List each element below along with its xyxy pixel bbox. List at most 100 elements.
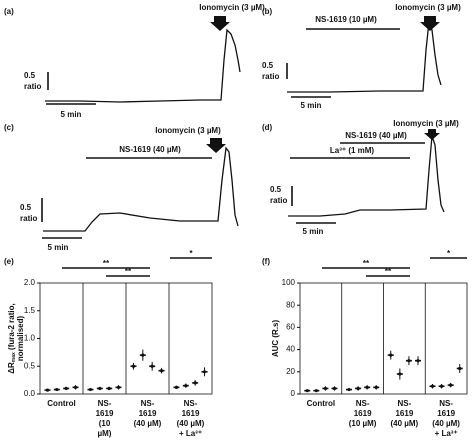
annotation: NS-1619 (10 µM) [315, 15, 377, 24]
x-tick-label: NS- [397, 399, 411, 408]
trace [288, 135, 445, 217]
mean-dot [407, 359, 411, 363]
y-label-text: AUC (R.s) [271, 320, 280, 358]
y-label-text: normalised) [16, 315, 25, 361]
y-tick-label: 80 [286, 300, 295, 309]
scale-label: 5 min [61, 110, 82, 119]
y-tick-label: 0.5 [24, 361, 36, 370]
scale-label: 5 min [303, 227, 324, 236]
panel-label: (c) [4, 123, 14, 132]
scale-label: 0.5 [262, 61, 274, 70]
x-tick-label: (10 µM) [349, 419, 377, 428]
x-tick-label: µM) [98, 429, 112, 438]
mean-dot [202, 370, 207, 374]
mean-dot [449, 383, 453, 387]
panel-label: (f) [262, 257, 270, 266]
x-tick-label: (40 µM) [432, 419, 460, 428]
x-tick-label: 1619 [139, 409, 157, 418]
mean-dot [174, 385, 179, 389]
y-tick-label: 2.0 [24, 278, 36, 287]
x-tick-label: (10 [99, 419, 111, 428]
y-tick-label: 20 [286, 367, 295, 376]
mean-dot [45, 388, 50, 392]
scale-label: 0.5 [20, 203, 32, 212]
annotation: La³⁺ (1 mM) [330, 146, 375, 155]
x-tick-label: NS- [356, 399, 370, 408]
arrow [210, 16, 230, 31]
scale-label: 5 min [301, 101, 322, 110]
mean-dot [141, 353, 145, 357]
x-tick-label: Control [47, 399, 75, 408]
mean-dot [347, 387, 351, 392]
mean-dot [323, 386, 328, 391]
annotation: NS-1619 (40 µM) [345, 131, 407, 140]
y-tick-label: 0.0 [24, 389, 36, 398]
mean-dot [98, 386, 102, 391]
panel-label: (d) [262, 123, 273, 132]
mean-dot [398, 372, 402, 376]
panel-a: (a) Ionomycin (3 µM) 0.5 ratio 5 min [4, 3, 265, 119]
y-tick-label: 60 [286, 323, 295, 332]
mean-dot [150, 364, 154, 368]
annotation: Ionomycin (3 µM) [393, 119, 459, 128]
mean-dot [88, 387, 93, 392]
annotation: Ionomycin (3 µM) [199, 3, 265, 12]
annotation: Ionomycin (3 µM) [395, 3, 461, 12]
y-axis-label: normalised) [16, 315, 25, 361]
y-tick-label: 1.0 [24, 334, 36, 343]
x-tick-label: (40 µM) [391, 419, 419, 428]
mean-dot [356, 386, 360, 391]
scale-label: 0.5 [24, 71, 36, 80]
x-tick-label: + La³⁺ [435, 429, 458, 438]
x-tick-label: + La³⁺ [179, 429, 202, 438]
x-tick-label: NS- [141, 399, 155, 408]
significance-label: ** [385, 267, 392, 276]
mean-dot [55, 387, 59, 392]
trace [287, 21, 442, 93]
panel-label: (e) [4, 257, 14, 266]
x-tick-label: 1619 [437, 409, 455, 418]
mean-dot [159, 369, 164, 373]
annotation: NS-1619 (40 µM) [119, 145, 181, 154]
significance-label: ** [103, 259, 110, 268]
significance-label: * [189, 249, 193, 258]
trace [45, 28, 241, 103]
mean-dot [314, 389, 318, 393]
significance-label: * [447, 249, 451, 258]
y-label-text: ΔR [7, 362, 16, 374]
x-tick-label: Control [307, 399, 335, 408]
arrow [424, 129, 440, 140]
y-axis-label: ΔRmax (fura-2 ratio, [7, 303, 17, 373]
x-tick-label: NS- [184, 399, 198, 408]
mean-dot [116, 385, 121, 389]
x-tick-label: 1619 [354, 409, 372, 418]
mean-dot [458, 366, 462, 371]
y-tick-label: 40 [286, 345, 295, 354]
x-tick-label: (40 µM) [177, 419, 205, 428]
x-tick-label: 1619 [395, 409, 413, 418]
x-tick-label: NS- [98, 399, 112, 408]
mean-dot [131, 364, 136, 368]
y-axis-label: AUC (R.s) [271, 320, 280, 358]
panel-label: (a) [4, 7, 14, 16]
annotation: Ionomycin (3 µM) [155, 126, 221, 135]
significance-label: ** [363, 259, 370, 268]
arrow [206, 138, 226, 153]
mean-dot [332, 386, 337, 391]
mean-dot [439, 384, 444, 388]
x-tick-label: NS- [439, 399, 453, 408]
trace [43, 146, 239, 232]
mean-dot [416, 359, 420, 363]
mean-dot [107, 386, 111, 391]
mean-dot [389, 353, 393, 357]
panel-b: (b) NS-1619 (10 µM) Ionomycin (3 µM) 0.5… [262, 3, 461, 110]
mean-dot [365, 385, 369, 389]
scale-label: 5 min [48, 243, 69, 252]
mean-dot [193, 381, 197, 385]
y-label-text: (fura-2 ratio, [7, 303, 16, 352]
significance-label: ** [125, 267, 132, 276]
mean-dot [64, 386, 68, 391]
x-tick-label: 1619 [182, 409, 200, 418]
scale-label: ratio [24, 82, 41, 91]
